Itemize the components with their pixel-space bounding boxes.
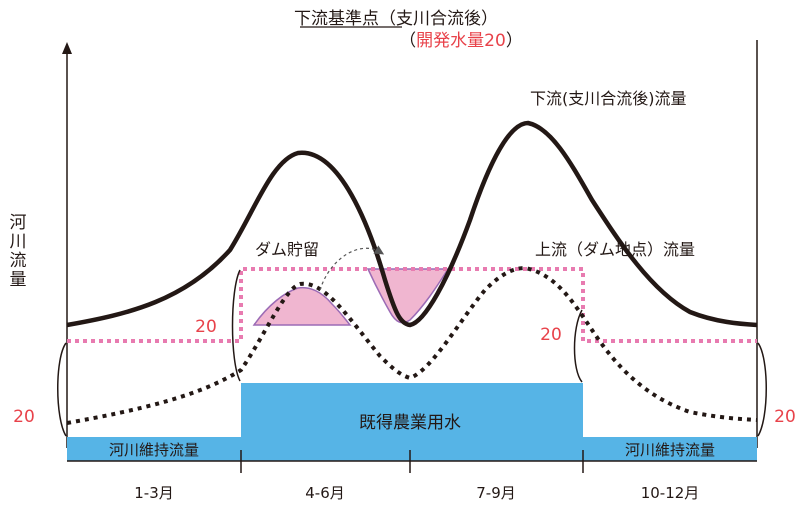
downstream-flow-label: 下流(支川合流後)流量 [530, 89, 687, 108]
value-left-outer: 20 [13, 407, 35, 427]
development-volume-label: 開発水量20 [416, 31, 506, 51]
period-label-q2: 4-6月 [305, 484, 345, 502]
y-axis-label-char: 川 [10, 232, 27, 252]
period-label-q4: 10-12月 [641, 484, 700, 502]
upstream-flow-line [66, 265, 758, 425]
bracket-right-inner [573, 309, 583, 383]
maintenance-flow-right-label: 河川維持流量 [625, 441, 715, 459]
y-axis-label-char: 河 [10, 213, 27, 233]
y-axis-label-char: 流 [10, 251, 27, 271]
maintenance-flow-left-area [67, 437, 241, 461]
upstream-flow-label: 上流（ダム地点）流量 [535, 240, 695, 259]
dam-storage-area [252, 286, 352, 326]
storage-release-arrow [319, 245, 385, 291]
title-paren-close: ） [506, 31, 523, 51]
y-axis-label-char: 量 [10, 270, 27, 290]
downstream-flow-line [66, 120, 758, 328]
bracket-left-inner [231, 269, 241, 382]
maintenance-flow-right-area [583, 437, 757, 461]
y-axis-arrow [62, 42, 72, 54]
value-right-inner: 20 [540, 325, 562, 345]
development-flow-line [67, 267, 757, 343]
agricultural-water-area [241, 383, 583, 461]
agricultural-water-label: 既得農業用水 [359, 413, 461, 433]
period-label-q1: 1-3月 [134, 484, 174, 502]
title-line2: （開発水量20） [399, 31, 523, 51]
y-axis-label: 河 川 流 量 [10, 213, 27, 290]
dam-storage-label: ダム貯留 [255, 240, 319, 259]
maintenance-flow-left-label: 河川維持流量 [109, 441, 199, 459]
title-line1: 下流基準点（支川合流後） [294, 9, 498, 29]
value-left-inner: 20 [195, 317, 217, 337]
title-paren-open: （ [399, 31, 416, 51]
bracket-left-outer [57, 342, 67, 437]
value-right-outer: 20 [774, 407, 796, 427]
bracket-right-outer [757, 342, 767, 437]
period-label-q3: 7-9月 [476, 484, 516, 502]
